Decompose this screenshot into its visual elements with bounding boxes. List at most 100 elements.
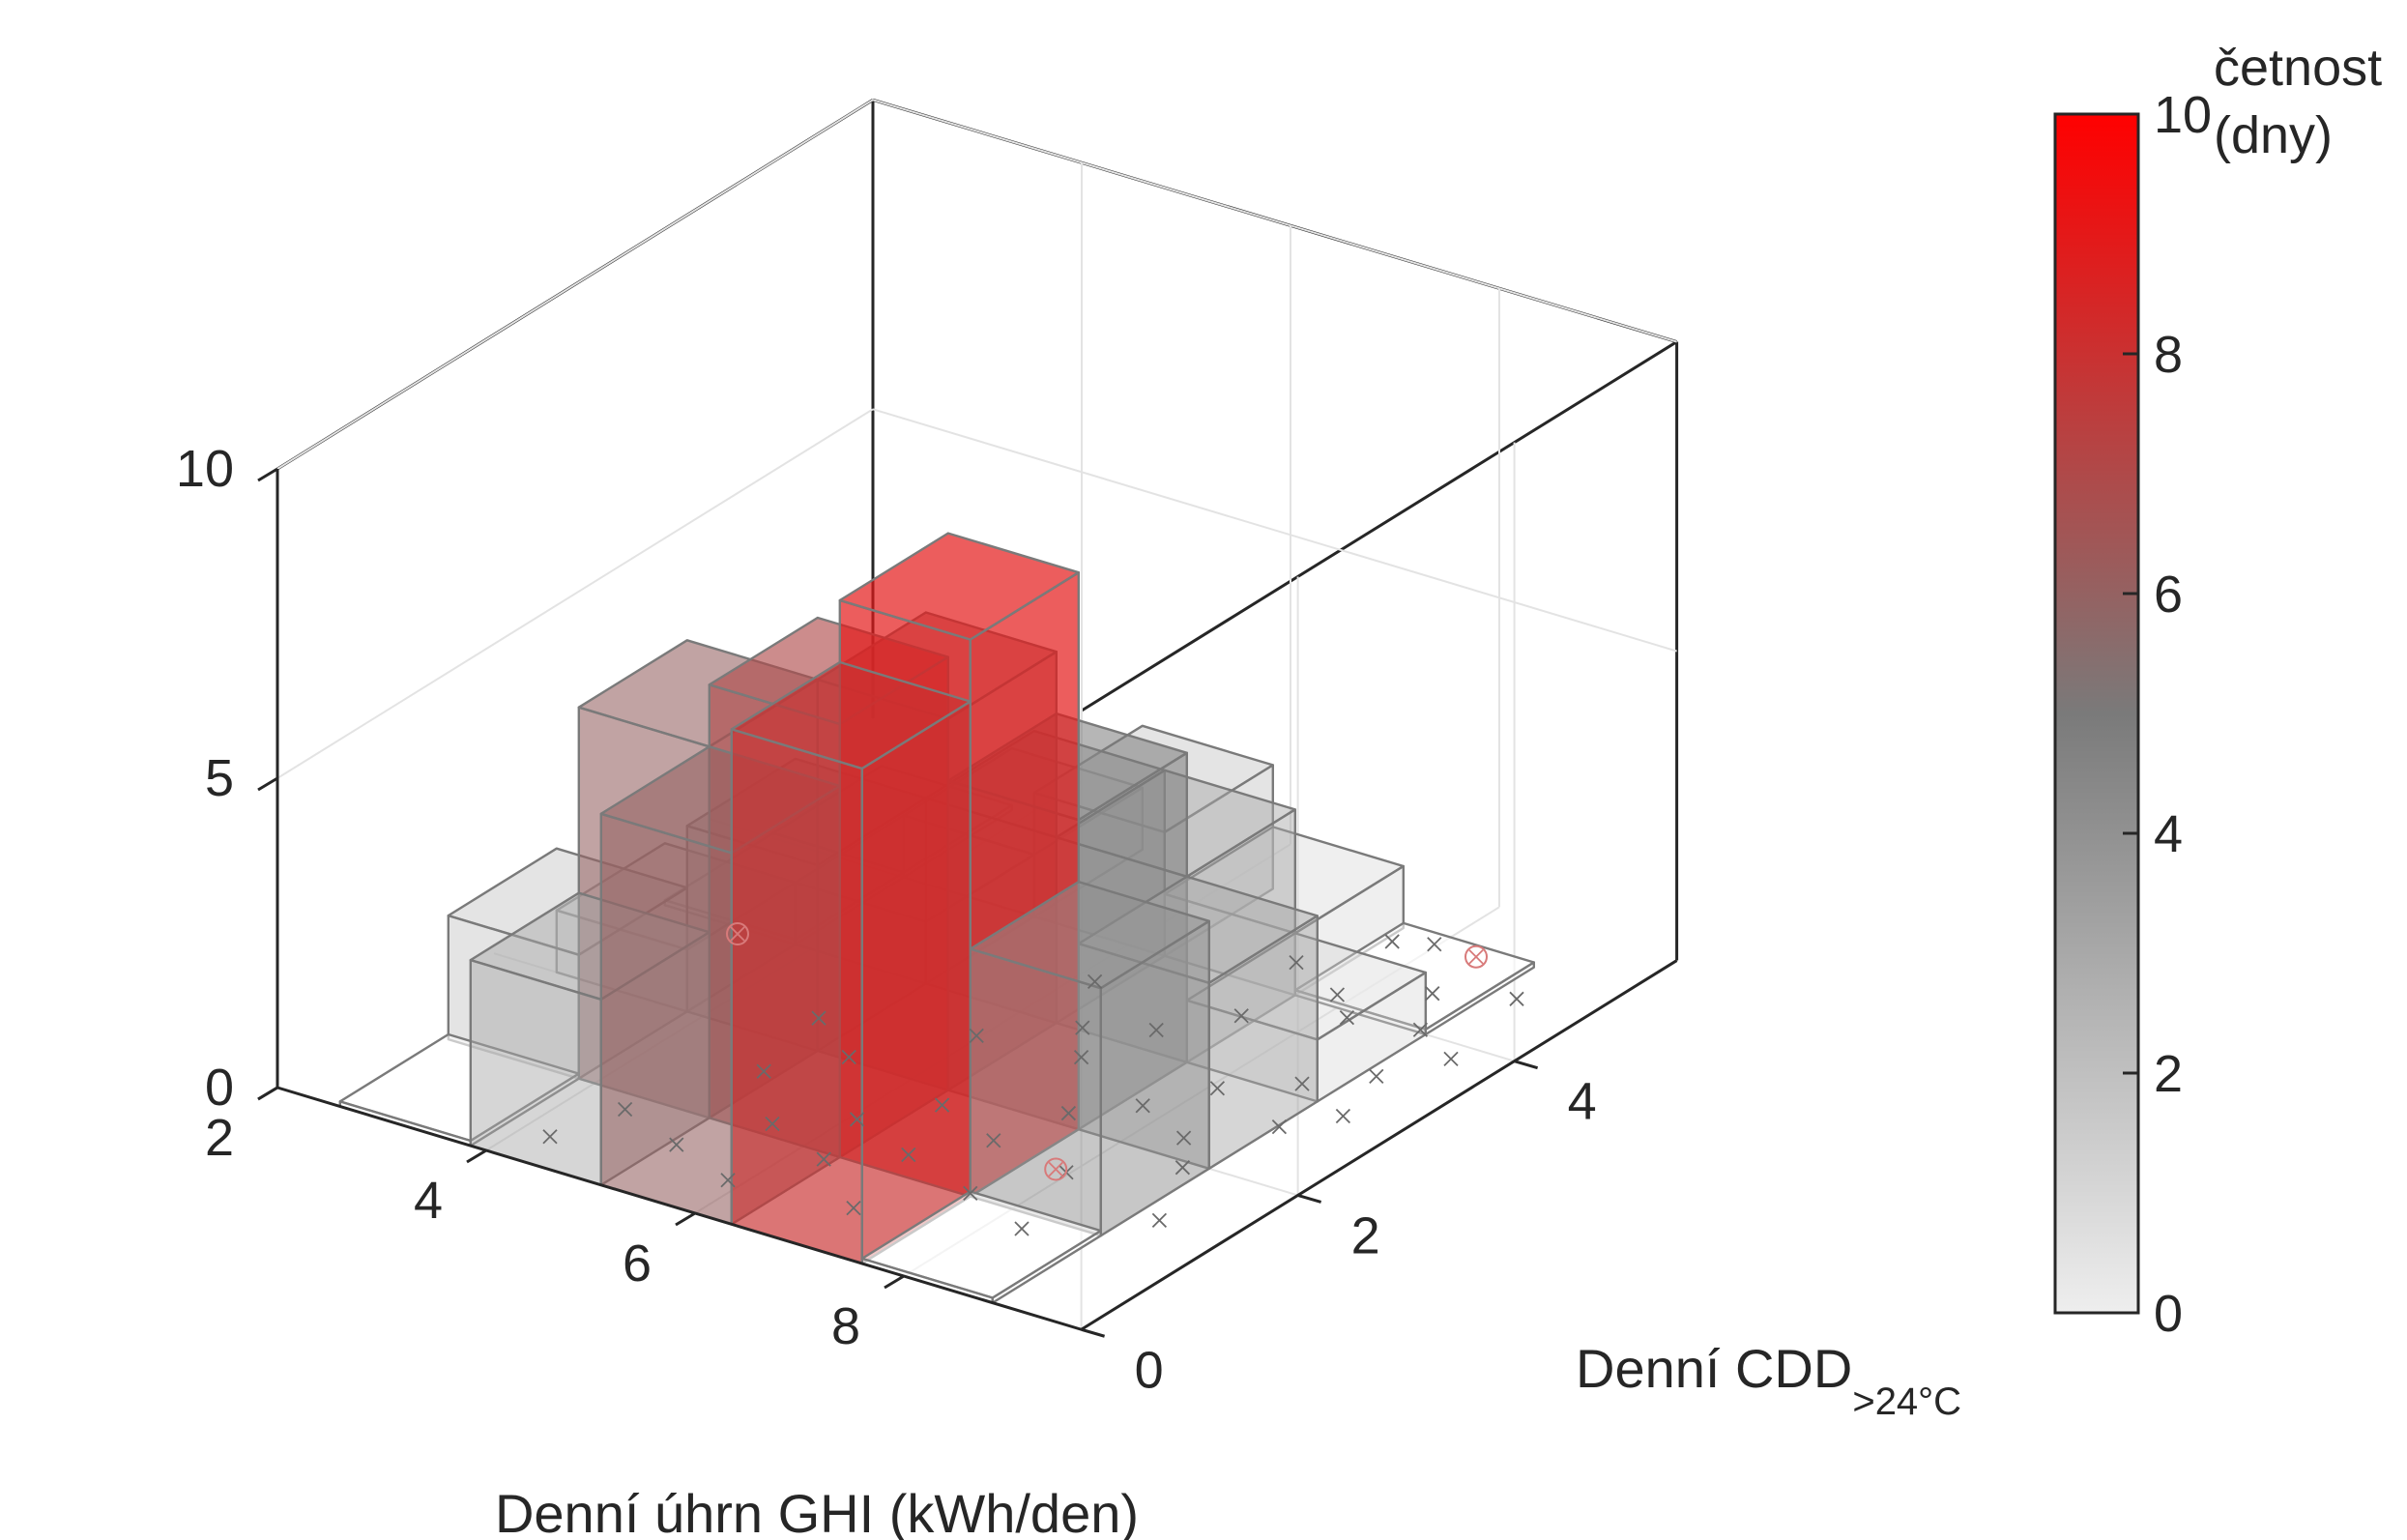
scatter-point: [1384, 934, 1400, 949]
scatter-point: [1271, 1119, 1288, 1135]
z-tick-mark: [257, 1086, 278, 1101]
grid-line-z-back: [872, 408, 1677, 653]
z-tick-label: 10: [176, 440, 234, 498]
scatter-point: [1174, 1160, 1191, 1176]
scatter-point-stroke: [1289, 954, 1304, 971]
y-tick-label: 0: [1135, 1341, 1164, 1399]
y-tick-mark: [1081, 1327, 1106, 1338]
x-tick-mark: [884, 1274, 905, 1290]
scatter-point: [1087, 973, 1103, 990]
scatter-point-stroke: [1335, 1108, 1351, 1124]
scatter-point: [846, 1200, 861, 1216]
y-axis-label-main: Denní CDD: [1576, 1338, 1852, 1399]
scatter-point: [1148, 1022, 1164, 1038]
outlier-point-circle: [726, 922, 749, 946]
scatter-point: [816, 1151, 831, 1167]
scatter-point: [1425, 986, 1440, 1002]
z-tick-mark: [257, 776, 278, 792]
scatter-point: [841, 1049, 856, 1065]
scatter-point-stroke: [1425, 986, 1440, 1002]
x-tick-mark: [466, 1148, 487, 1164]
scatter-point: [1329, 987, 1346, 1002]
scatter-point: [934, 1097, 950, 1113]
x-axis-label: Denní úhrn GHI (kWh/den): [495, 1483, 1139, 1540]
colorbar-tick-label: 4: [2154, 805, 2183, 863]
bar-side: [991, 1229, 1103, 1304]
scatter-point-stroke: [1151, 1212, 1168, 1228]
colorbar-tick-label: 10: [2154, 86, 2212, 144]
scatter-point-stroke: [934, 1097, 950, 1113]
grid-line-z: [276, 99, 874, 470]
scatter-point: [1075, 1020, 1090, 1035]
scatter-point: [1335, 1108, 1351, 1124]
colorbar-tick-label: 2: [2154, 1045, 2183, 1103]
scatter-point-stroke: [1175, 1130, 1192, 1146]
z-tick-label: 0: [205, 1059, 234, 1117]
y-axis-line: [1080, 959, 1678, 1331]
y-axis-label-subscript: >24°C: [1852, 1380, 1961, 1423]
colorbar: 0 2 4 6 8 10: [2053, 86, 2212, 1343]
colorbar-tick-label: 6: [2154, 566, 2183, 624]
scatter-point-stroke: [1412, 1022, 1429, 1037]
z-tick-label: 5: [205, 749, 234, 807]
colorbar-tick-label: 0: [2154, 1285, 2183, 1343]
scatter-point-stroke: [617, 1101, 633, 1118]
histogram-bars: [338, 532, 1536, 1304]
x-tick-label: 8: [831, 1297, 860, 1355]
bar-side: [1099, 919, 1211, 1237]
y-tick-mark: [1297, 1194, 1322, 1204]
scatter-point: [1175, 1130, 1192, 1146]
scatter-point-stroke: [1087, 973, 1103, 990]
scatter-point-stroke: [811, 1010, 826, 1026]
scatter-point-stroke: [1148, 1022, 1164, 1038]
scatter-point-stroke: [1135, 1098, 1150, 1114]
colorbar-gradient: [2053, 112, 2140, 1315]
scatter-point: [849, 1112, 865, 1127]
outlier-point: [1464, 944, 1488, 969]
scatter-point: [1443, 1051, 1459, 1066]
outlier-point-circle: [1464, 944, 1488, 969]
scatter-point: [811, 1010, 826, 1026]
bar-front: [599, 812, 733, 1226]
scatter-point-stroke: [1075, 1020, 1090, 1035]
scatter-point: [1412, 1022, 1429, 1037]
scatter-point-stroke: [1233, 1008, 1249, 1024]
bar-front: [730, 728, 863, 1265]
scatter-point: [1289, 954, 1304, 971]
scatter-point: [756, 1063, 771, 1079]
outlier-point: [1044, 1157, 1068, 1181]
x-tick-label: 2: [205, 1109, 234, 1167]
scatter-point: [669, 1137, 684, 1152]
grid-line-z: [276, 408, 874, 779]
outlier-point-circle: [1044, 1157, 1068, 1181]
scatter-point-stroke: [1329, 987, 1346, 1002]
scatter-point-stroke: [1073, 1050, 1089, 1065]
scatter-point-stroke: [1427, 937, 1442, 952]
scatter-point-stroke: [756, 1063, 771, 1079]
outlier-point: [726, 922, 749, 946]
y-axis-label: Denní CDD>24°C: [1576, 1338, 1961, 1423]
bar-side: [860, 700, 972, 1265]
scatter-point: [1369, 1068, 1384, 1084]
y-tick-label: 4: [1568, 1073, 1597, 1131]
scatter-point-stroke: [1369, 1068, 1384, 1084]
scatter-point: [1060, 1105, 1077, 1121]
right-top-edge: [1080, 340, 1678, 712]
scatter-point: [617, 1101, 633, 1118]
scatter-point: [1233, 1008, 1249, 1024]
scatter-point: [1135, 1098, 1150, 1114]
bar-4-1: [969, 881, 1211, 1237]
scatter-point: [1014, 1221, 1030, 1236]
scatter-point: [720, 1173, 736, 1188]
scatter-point-stroke: [986, 1133, 1001, 1148]
colorbar-label-line2: (dny): [2214, 106, 2333, 164]
x-tick-mark: [675, 1211, 696, 1227]
scatter-point-stroke: [1014, 1221, 1030, 1236]
colorbar-tick-label: 8: [2154, 326, 2183, 384]
scatter-point: [1209, 1081, 1226, 1096]
scatter-point-stroke: [542, 1129, 558, 1145]
bar-4-3: [1185, 932, 1428, 1103]
scatter-point-stroke: [1060, 1105, 1077, 1121]
scatter-point-stroke: [720, 1173, 736, 1188]
